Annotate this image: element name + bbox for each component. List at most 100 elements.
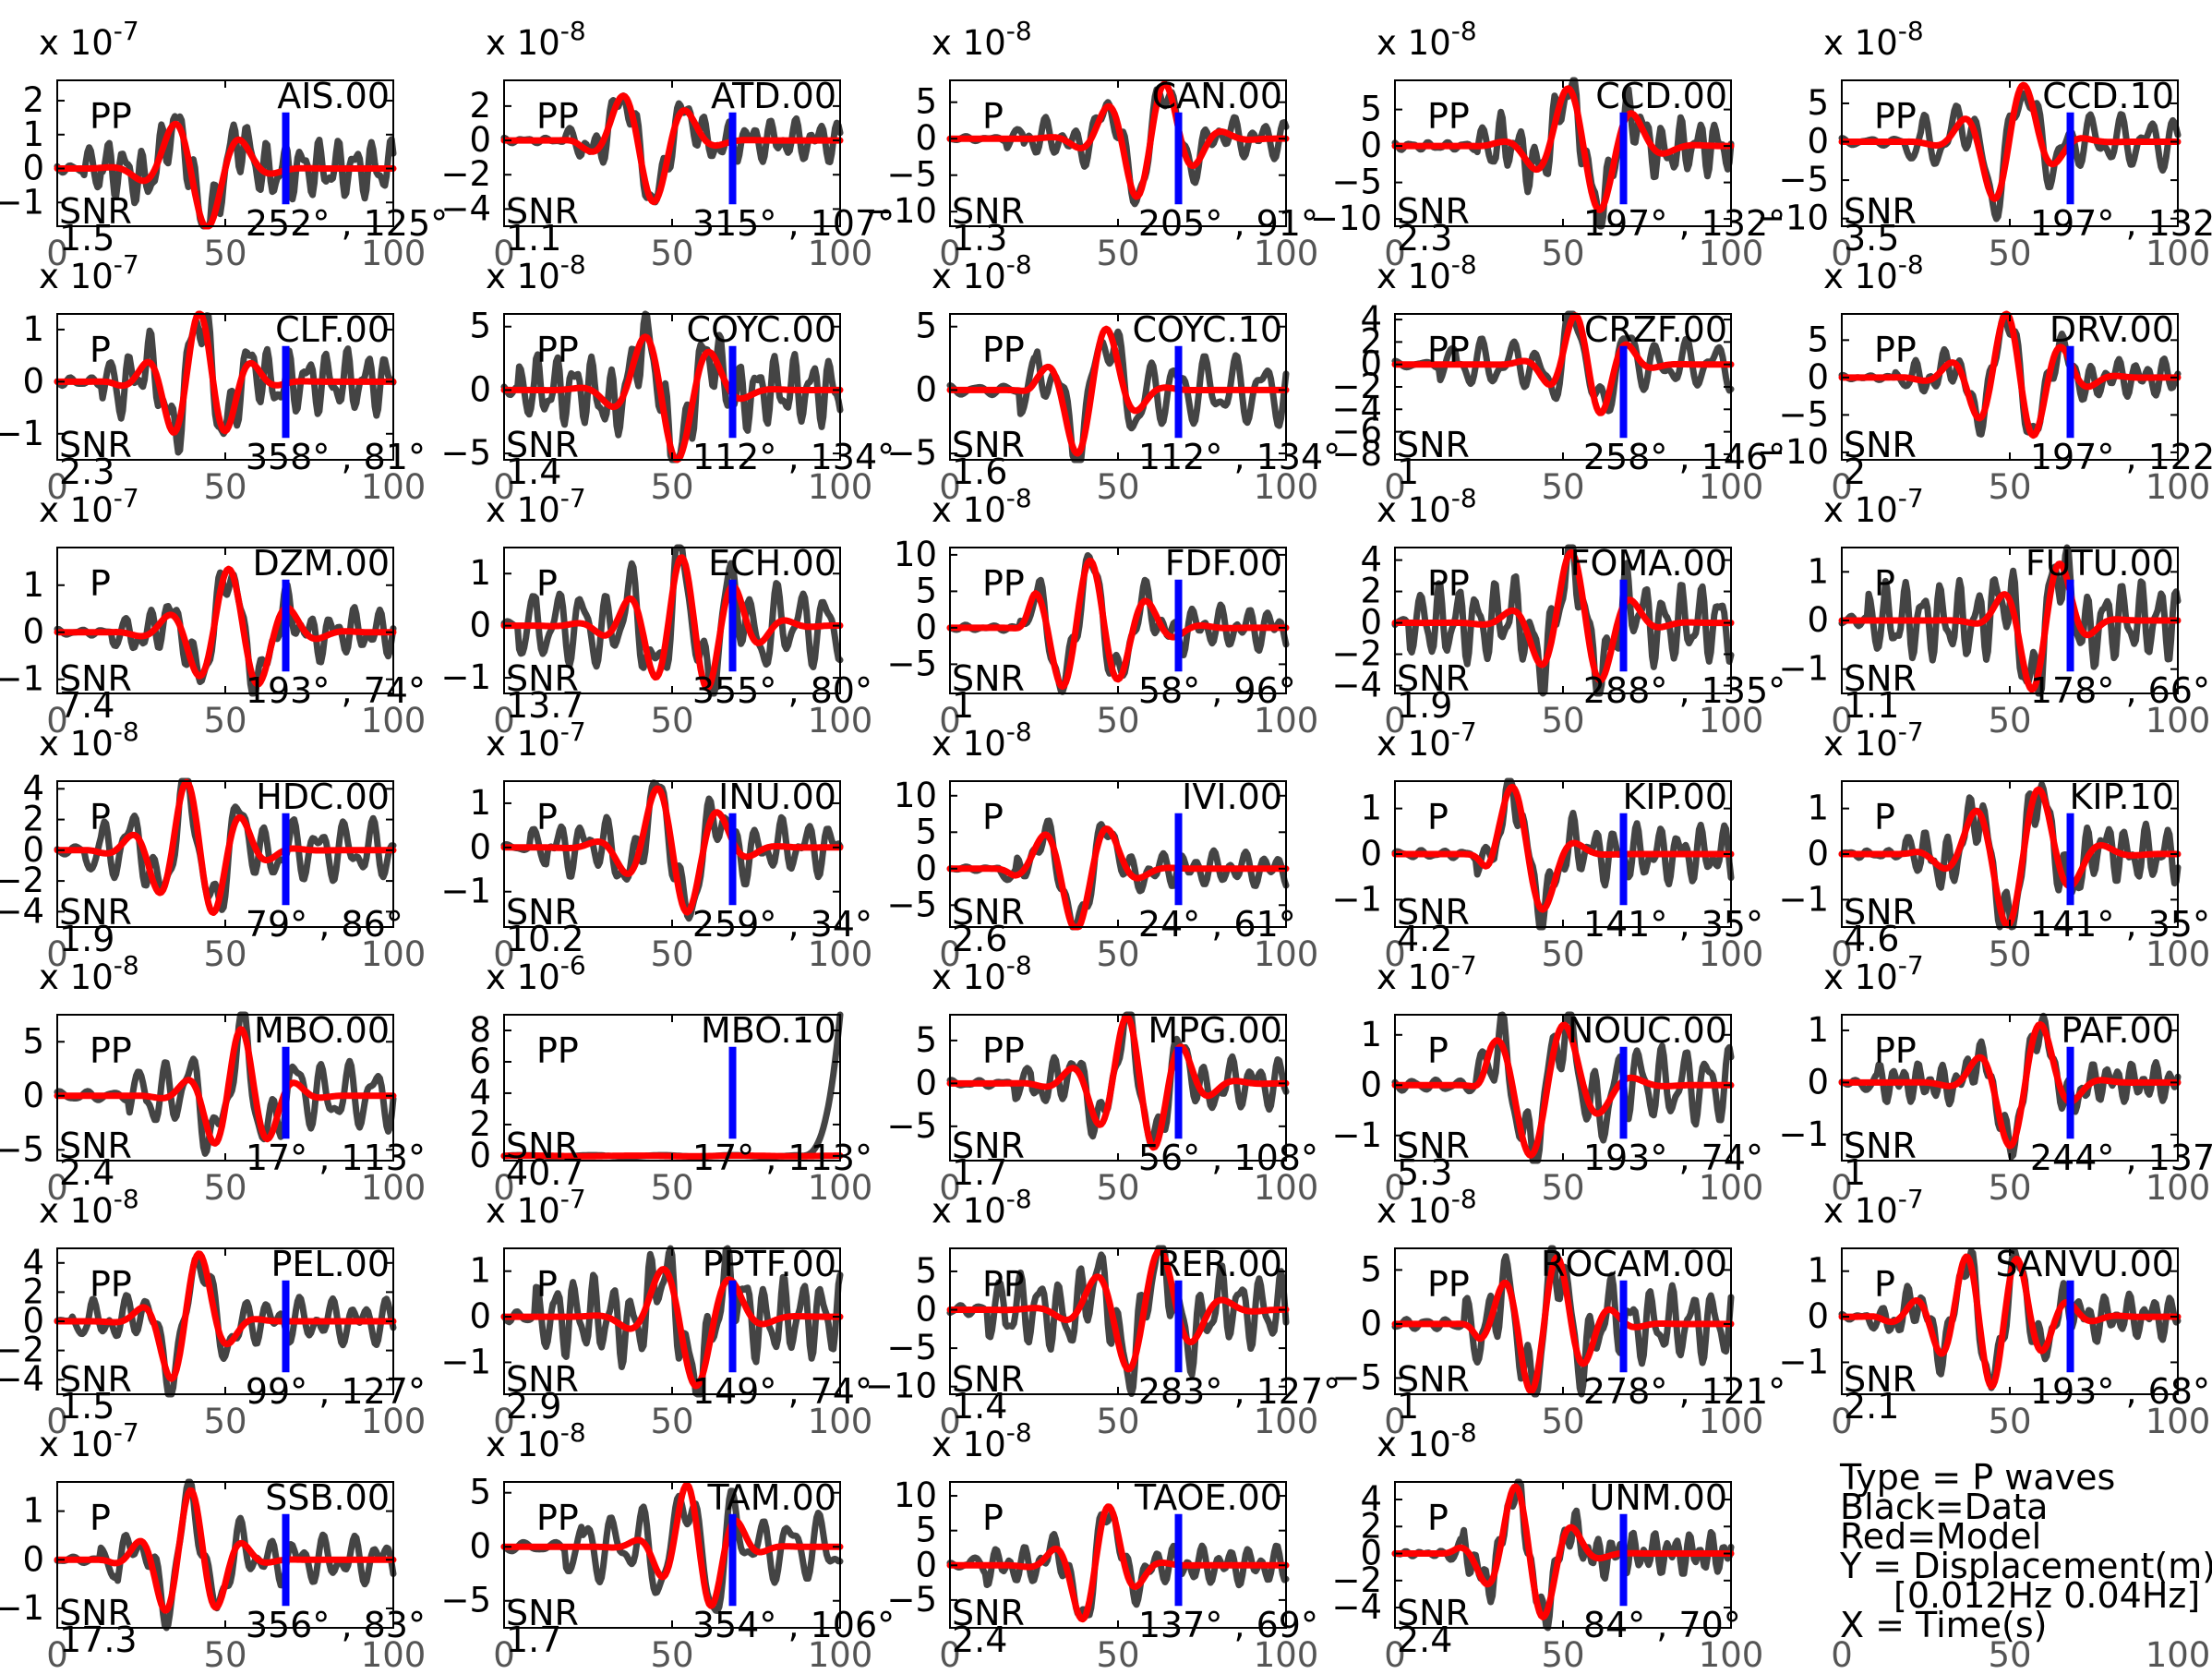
snr-value: 1 [952,685,974,726]
x-tick-label: 100 [1254,934,1319,974]
snr-value: 1.6 [952,452,1007,492]
x-tick-label: 0 [46,467,68,507]
data-trace [946,1245,1290,1397]
y-scale-exponent: x 10-8 [932,1184,1032,1231]
station-name: RER.00 [1157,1244,1282,1284]
snr-value: 1 [1397,1386,1419,1427]
snr-value: 1.1 [506,218,561,259]
y-scale-exponent: x 10-8 [1376,1417,1477,1464]
y-tick-label: 1 [1360,789,1382,828]
phase-label: P [90,797,111,837]
snr-value: 4.6 [1844,919,1899,959]
snr-value: 4.2 [1397,919,1452,959]
y-tick-label: −1 [0,414,44,453]
y-tick-label: −1 [0,1588,44,1628]
y-tick-label: 1 [1807,789,1829,828]
snr-label: SNR [1844,658,1917,699]
phase-label: PP [982,563,1025,604]
y-tick-label: 0 [22,830,44,870]
station-name: ROCAM.00 [1541,1244,1727,1284]
y-tick-label: −1 [440,657,491,697]
y-tick-label: 0 [1807,834,1829,873]
phase-label: PP [982,330,1025,370]
snr-label: SNR [952,658,1025,699]
phase-label: P [1874,1264,1895,1305]
y-tick-label: −5 [1778,160,1829,199]
y-tick-label: −1 [1778,879,1829,919]
x-tick-label: 50 [1988,934,2031,974]
y-tick-label: 2 [469,86,491,126]
station-name: MPG.00 [1148,1010,1282,1051]
snr-value: 1.4 [952,1386,1007,1427]
x-tick-label: 50 [203,1402,246,1441]
snr-label: SNR [1844,1126,1917,1166]
x-tick-label: 100 [1254,234,1319,273]
x-tick-label: 50 [203,1635,246,1674]
y-scale-exponent: x 10-7 [486,1184,586,1231]
phase-label: P [90,330,111,370]
y-tick-label: 0 [22,1301,44,1341]
y-tick-label: −10 [1310,199,1382,238]
station-name: PPTF.00 [703,1244,836,1284]
snr-value: 2.1 [1844,1386,1899,1427]
y-tick-label: 0 [22,361,44,401]
phase-label: P [1874,797,1895,837]
y-tick-label: 0 [1807,357,1829,397]
x-tick-label: 100 [2146,234,2211,273]
snr-value: 1.1 [1844,685,1899,726]
station-name: ECH.00 [708,543,836,584]
y-tick-label: −5 [1331,163,1382,202]
phase-label: PP [982,1264,1025,1305]
station-name: MBO.00 [254,1010,390,1051]
y-tick-label: 0 [22,1076,44,1115]
y-tick-label: 0 [22,149,44,188]
y-tick-label: 1 [1807,551,1829,591]
snr-value: 10.2 [506,919,584,959]
x-tick-label: 0 [493,234,515,273]
snr-value: 5.3 [1397,1152,1452,1193]
x-tick-label: 0 [939,234,961,273]
model-trace [1838,1253,2182,1391]
y-tick-label: 5 [1360,90,1382,129]
phase-label: P [90,1498,111,1538]
model-trace [946,80,1290,200]
y-tick-label: 0 [1807,1062,1829,1102]
snr-value: 17.3 [59,1620,138,1660]
model-trace [946,1013,1290,1151]
x-tick-label: 50 [650,467,693,507]
azimuth-distance: 149° , 74° [692,1371,872,1412]
azimuth-distance: 197° , 132° [1583,203,1785,244]
x-tick-label: 100 [361,467,427,507]
y-tick-label: −1 [1778,1342,1829,1381]
station-name: SANVU.00 [1996,1244,2175,1284]
snr-label: SNR [59,425,132,465]
phase-label: PP [90,1264,132,1305]
snr-label: SNR [59,191,132,232]
station-name: PAF.00 [2061,1010,2174,1051]
y-tick-label: −2 [1331,367,1382,406]
phase-label: P [90,563,111,604]
x-tick-label: 50 [1988,467,2031,507]
phase-label: PP [1427,96,1470,137]
legend-line: X = Time(s) [1840,1605,2047,1645]
y-tick-label: 4 [1360,299,1382,339]
y-tick-label: 5 [469,1473,491,1512]
y-tick-label: 10 [894,1475,937,1515]
x-tick-label: 100 [808,234,873,273]
x-tick-label: 0 [939,1635,961,1674]
snr-label: SNR [1397,1593,1470,1633]
x-tick-label: 50 [1096,1402,1139,1441]
phase-label: PP [1427,563,1470,604]
azimuth-distance: 193° , 74° [1583,1138,1763,1178]
y-tick-label: 5 [915,1511,937,1550]
y-tick-label: −10 [865,191,937,231]
y-tick-label: 2 [1360,572,1382,611]
station-name: TAM.00 [707,1477,836,1518]
